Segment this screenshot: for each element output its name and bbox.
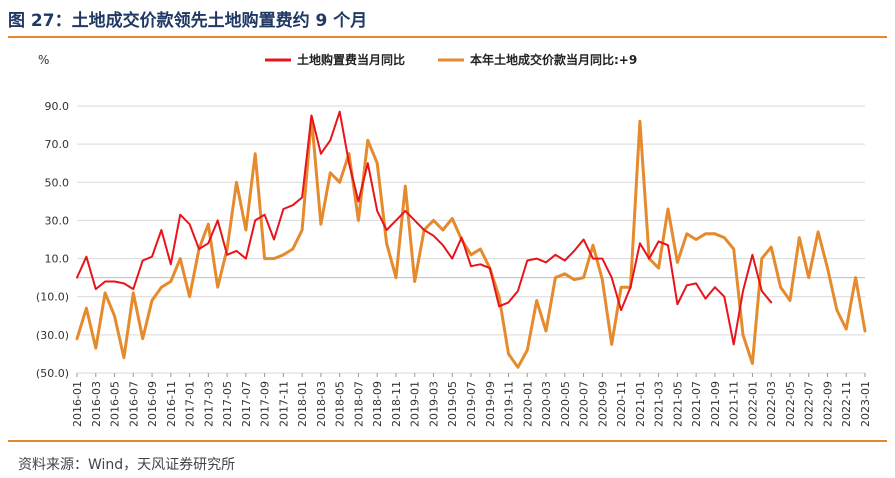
x-tick-label: 2021-01 bbox=[634, 381, 647, 427]
x-tick-label: 2017-01 bbox=[184, 381, 197, 427]
x-tick-label: 2018-05 bbox=[334, 381, 347, 427]
x-tick-label: 2016-09 bbox=[146, 381, 159, 427]
figure-title: 图 27：土地成交价款领先土地购置费约 9 个月 bbox=[8, 11, 368, 31]
x-tick-label: 2022-07 bbox=[803, 381, 816, 427]
y-axis-label: % bbox=[38, 53, 49, 67]
x-tick-label: 2019-09 bbox=[484, 381, 497, 427]
x-tick-label: 2018-09 bbox=[371, 381, 384, 427]
x-tick-label: 2017-11 bbox=[277, 381, 290, 427]
x-tick-label: 2020-05 bbox=[559, 381, 572, 427]
y-tick-label: (50.0) bbox=[36, 367, 69, 380]
legend: 土地购置费当月同比 本年土地成交价款当月同比:+9 bbox=[265, 52, 637, 67]
x-tick-label: 2018-07 bbox=[352, 381, 365, 427]
y-axis-ticks: 90.0 70.0 50.0 30.0 10.0 (10.0) (30.0) (50.0) bbox=[36, 100, 69, 380]
x-tick-label: 2020-01 bbox=[521, 381, 534, 427]
x-tick-label: 2019-05 bbox=[446, 381, 459, 427]
x-tick-label: 2019-01 bbox=[409, 381, 422, 427]
x-tick-label: 2018-03 bbox=[315, 381, 328, 427]
x-tick-label: 2019-11 bbox=[503, 381, 516, 427]
x-tick-label: 2020-07 bbox=[578, 381, 591, 427]
x-tick-label: 2023-01 bbox=[859, 381, 872, 427]
y-tick-label: 30.0 bbox=[45, 214, 70, 227]
x-tick-label: 2017-03 bbox=[202, 381, 215, 427]
x-tick-label: 2022-05 bbox=[784, 381, 797, 427]
top-rule bbox=[8, 36, 887, 38]
x-tick-label: 2022-03 bbox=[765, 381, 778, 427]
x-tick-label: 2016-11 bbox=[165, 381, 178, 427]
y-tick-label: (10.0) bbox=[36, 291, 69, 304]
bottom-rule bbox=[8, 440, 887, 442]
series-lines bbox=[75, 110, 867, 369]
series-line-1 bbox=[76, 110, 773, 346]
y-tick-label: 50.0 bbox=[45, 176, 70, 189]
x-tick-label: 2016-07 bbox=[127, 381, 140, 427]
line-chart: 90.0 70.0 50.0 30.0 10.0 (10.0) (30.0) (50.0) 2… bbox=[36, 52, 872, 427]
x-tick-label: 2018-01 bbox=[296, 381, 309, 427]
x-axis-ticks: 2016-01 2016-03 2016-05 2016-07 2016-09 2016-… bbox=[71, 373, 872, 427]
source-note: 资料来源：Wind，天风证券研究所 bbox=[18, 457, 236, 473]
y-tick-label: (30.0) bbox=[36, 329, 69, 342]
x-tick-label: 2017-09 bbox=[259, 381, 272, 427]
x-tick-label: 2021-03 bbox=[653, 381, 666, 427]
x-tick-label: 2017-07 bbox=[240, 381, 253, 427]
y-tick-label: 70.0 bbox=[45, 138, 70, 151]
x-tick-label: 2017-05 bbox=[221, 381, 234, 427]
series-line-2 bbox=[75, 115, 867, 369]
x-tick-label: 2019-07 bbox=[465, 381, 478, 427]
x-tick-label: 2020-03 bbox=[540, 381, 553, 427]
x-tick-label: 2022-09 bbox=[821, 381, 834, 427]
x-tick-label: 2020-09 bbox=[596, 381, 609, 427]
x-tick-label: 2022-01 bbox=[746, 381, 759, 427]
x-tick-label: 2021-09 bbox=[709, 381, 722, 427]
y-tick-label: 10.0 bbox=[45, 253, 70, 266]
x-tick-label: 2016-01 bbox=[71, 381, 84, 427]
x-tick-label: 2020-11 bbox=[615, 381, 628, 427]
x-tick-label: 2016-03 bbox=[90, 381, 103, 427]
x-tick-label: 2021-07 bbox=[690, 381, 703, 427]
x-tick-label: 2016-05 bbox=[109, 381, 122, 427]
legend-label: 本年土地成交价款当月同比:+9 bbox=[470, 52, 637, 67]
y-tick-label: 90.0 bbox=[45, 100, 70, 113]
x-tick-label: 2022-11 bbox=[840, 381, 853, 427]
legend-label: 土地购置费当月同比 bbox=[297, 52, 405, 67]
x-tick-label: 2019-03 bbox=[427, 381, 440, 427]
x-tick-label: 2018-11 bbox=[390, 381, 403, 427]
x-tick-label: 2021-11 bbox=[728, 381, 741, 427]
x-tick-label: 2021-05 bbox=[671, 381, 684, 427]
